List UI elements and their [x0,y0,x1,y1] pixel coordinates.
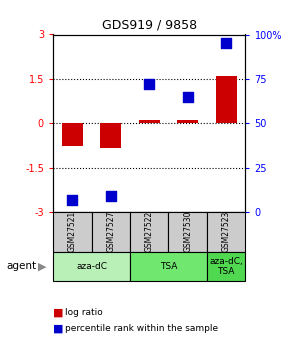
Title: GDS919 / 9858: GDS919 / 9858 [102,19,197,32]
Bar [130,252,207,281]
Bar [207,252,245,281]
Bar [216,76,237,124]
Text: aza-dC: aza-dC [76,262,107,271]
Point [147,81,152,87]
Bar [130,212,168,252]
Point [185,94,190,99]
Text: ▶: ▶ [38,262,47,271]
Text: aza-dC,
TSA: aza-dC, TSA [209,257,243,276]
Bar [207,212,245,252]
Bar [53,252,130,281]
Bar [62,124,83,146]
Text: GSM27521: GSM27521 [68,210,77,252]
Text: log ratio: log ratio [65,308,103,317]
Text: percentile rank within the sample: percentile rank within the sample [65,324,218,333]
Bar [92,212,130,252]
Bar [177,120,198,124]
Text: TSA: TSA [160,262,177,271]
Text: agent: agent [6,262,36,271]
Point [70,197,75,203]
Bar [100,124,121,148]
Bar [139,120,160,124]
Text: ■: ■ [53,324,64,333]
Text: GSM27527: GSM27527 [106,210,115,252]
Bar [168,212,207,252]
Text: GSM27522: GSM27522 [145,210,154,252]
Bar [53,212,92,252]
Text: GSM27523: GSM27523 [222,210,231,252]
Point [108,194,113,199]
Text: ■: ■ [53,307,64,317]
Point [224,41,229,46]
Text: GSM27530: GSM27530 [183,210,192,252]
